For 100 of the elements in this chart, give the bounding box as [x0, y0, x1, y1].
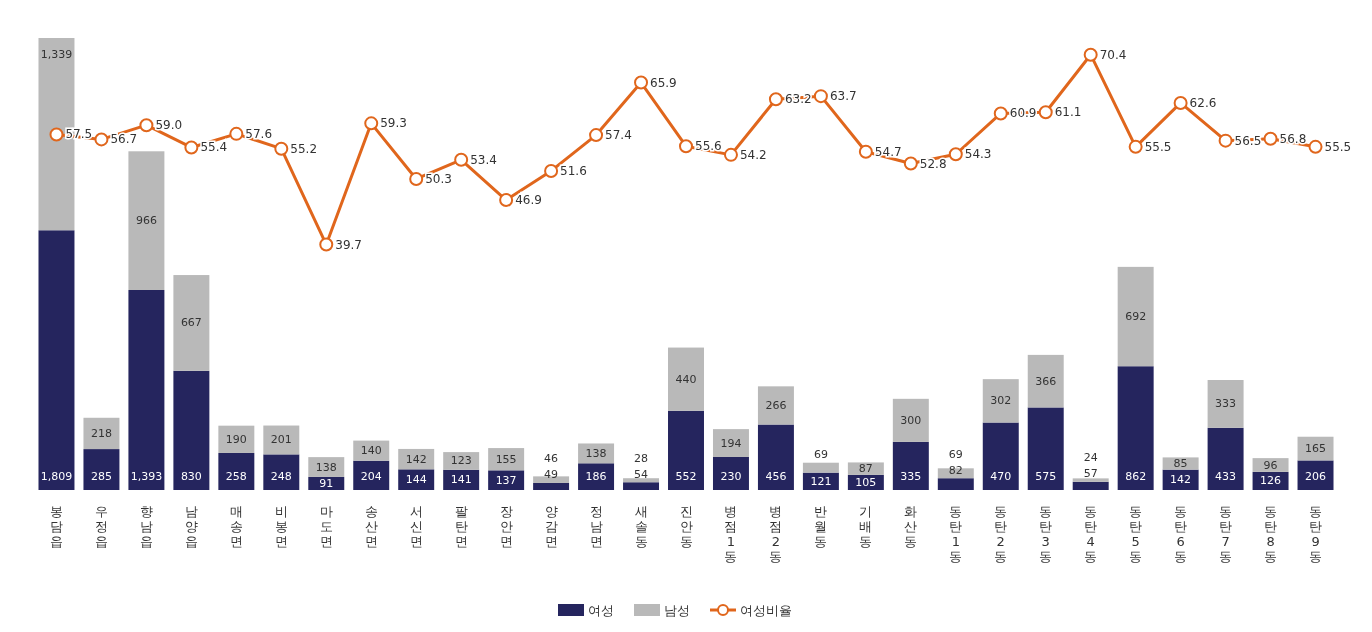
data-label: 218 [90, 426, 112, 440]
point [49, 127, 64, 142]
data-label: 204 [360, 469, 382, 483]
data-label: 87 [858, 462, 873, 476]
bar [937, 478, 974, 490]
data-label: 59.3 [380, 116, 407, 131]
data-label: 123 [450, 454, 472, 468]
data-label: 1,393 [130, 469, 163, 483]
data-label: 137 [495, 473, 517, 487]
data-label: 54.3 [964, 147, 992, 162]
x-tick-label: 향남읍 [139, 504, 153, 549]
data-label: 55.5 [1144, 139, 1172, 154]
point [903, 156, 918, 171]
bar [802, 462, 839, 473]
x-tick-label: 매송면 [229, 504, 243, 549]
data-label: 55.2 [290, 141, 318, 156]
x-tick-label: 봉담읍 [49, 504, 63, 549]
x-tick-label: 병점1동 [724, 504, 738, 564]
data-label: 186 [585, 470, 607, 484]
bar [128, 289, 165, 490]
data-label: 105 [855, 475, 877, 489]
x-tick-label: 동탄3동 [1039, 504, 1053, 564]
bar [1117, 266, 1154, 367]
bar [173, 370, 210, 490]
data-label: 830 [180, 469, 202, 483]
data-label: 28 [634, 451, 649, 465]
point [1083, 47, 1098, 62]
point [589, 128, 604, 143]
bar [533, 476, 570, 483]
bar [757, 386, 794, 425]
data-label: 51.6 [560, 163, 587, 178]
data-label: 138 [315, 460, 337, 474]
data-label: 302 [990, 394, 1012, 408]
bar [892, 441, 929, 490]
point [858, 144, 873, 159]
bar [982, 422, 1019, 490]
x-tick-label: 동탄2동 [994, 504, 1008, 564]
bar [892, 398, 929, 442]
bar [712, 456, 749, 490]
data-label: 144 [405, 473, 427, 487]
data-label: 141 [450, 473, 472, 487]
data-label: 59.0 [155, 118, 183, 133]
data-label: 138 [585, 446, 607, 460]
point [139, 118, 154, 133]
point [1038, 105, 1053, 120]
data-label: 862 [1125, 469, 1147, 483]
bar [578, 463, 615, 490]
point [499, 193, 514, 208]
data-label: 470 [990, 469, 1012, 483]
point [1308, 139, 1323, 154]
point [1128, 139, 1143, 154]
data-label: 121 [810, 474, 832, 488]
data-label: 335 [900, 469, 922, 483]
data-label: 140 [360, 444, 382, 458]
data-label: 56.7 [110, 132, 138, 147]
data-label: 46.9 [515, 193, 542, 208]
data-label: 57 [1083, 467, 1098, 481]
data-label: 126 [1260, 474, 1282, 488]
x-tick-label: 새솔동 [634, 504, 648, 549]
data-label: 366 [1035, 374, 1057, 388]
bar [668, 410, 704, 490]
data-label: 69 [948, 447, 963, 461]
data-label: 82 [948, 463, 963, 477]
bar [847, 462, 884, 475]
x-tick-label: 병점2동 [769, 504, 783, 564]
x-tick-label: 팔탄면 [454, 504, 468, 549]
bar [1207, 427, 1244, 490]
x-tick-label: 양감면 [544, 504, 558, 549]
data-label: 63.7 [829, 89, 857, 104]
point [229, 126, 244, 141]
point [768, 92, 783, 107]
bar [1297, 460, 1334, 490]
data-label: 55.4 [200, 140, 228, 155]
bar [623, 478, 660, 483]
data-label: 206 [1305, 469, 1327, 483]
data-label: 57.6 [245, 126, 273, 141]
point [364, 116, 379, 131]
x-tick-label: 마도면 [319, 504, 333, 549]
data-label: 667 [180, 316, 202, 330]
data-label: 69 [813, 448, 828, 462]
data-label: 552 [675, 469, 697, 483]
data-label: 142 [405, 452, 427, 466]
legend-label: 여성 [588, 603, 614, 618]
data-label: 54.2 [739, 147, 767, 162]
x-tick-label: 동탄8동 [1264, 504, 1278, 564]
point [679, 139, 693, 154]
data-label: 61.1 [1054, 105, 1082, 120]
data-label: 70.4 [1099, 47, 1127, 62]
data-label: 194 [720, 436, 742, 450]
x-tick-label: 동탄7동 [1219, 504, 1233, 564]
data-label: 966 [135, 214, 157, 228]
data-label: 56.5 [1234, 133, 1262, 148]
bar [1027, 407, 1064, 490]
point [993, 106, 1008, 121]
x-tick-label: 남양읍 [184, 504, 198, 549]
point [948, 147, 963, 162]
x-tick-label: 정남면 [589, 504, 603, 549]
bar [757, 424, 794, 490]
data-label: 96 [1263, 458, 1278, 472]
bar [173, 275, 210, 371]
